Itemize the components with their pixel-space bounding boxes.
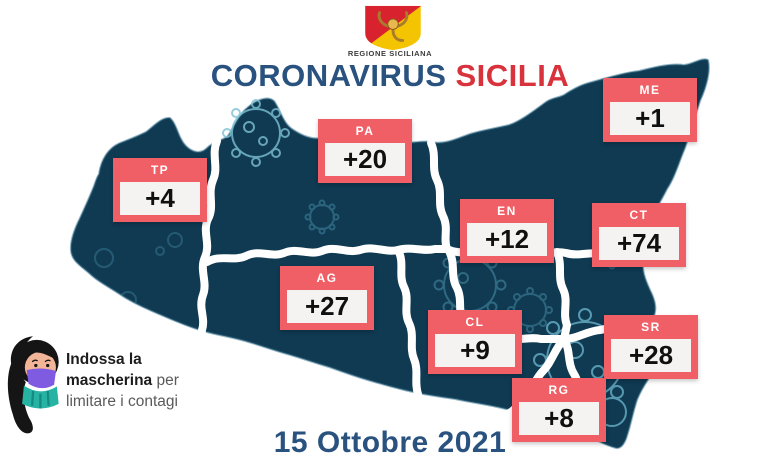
masked-person-illustration (7, 336, 59, 434)
province-value: +74 (599, 227, 679, 260)
province-code: PA (355, 124, 375, 138)
province-label-ag: AG +27 (280, 266, 374, 330)
province-label-rg: RG +8 (512, 378, 606, 442)
province-code: AG (316, 271, 338, 285)
regione-siciliana-crest (365, 5, 421, 51)
province-value: +9 (435, 334, 515, 367)
province-code: EN (497, 204, 517, 218)
province-value: +20 (325, 143, 405, 176)
province-code: SR (641, 320, 661, 334)
date-label: 15 Ottobre 2021 (273, 426, 507, 459)
province-code: CL (465, 315, 485, 329)
trinacria-icon (377, 11, 409, 42)
province-value: +28 (611, 339, 691, 372)
province-label-sr: SR +28 (604, 315, 698, 379)
province-code: RG (548, 383, 570, 397)
province-label-ct: CT +74 (592, 203, 686, 267)
virus-icon (304, 199, 340, 235)
province-code: TP (150, 163, 170, 177)
province-value: +4 (120, 182, 200, 215)
province-label-en: EN +12 (460, 199, 554, 263)
title-coronavirus: CORONAVIRUS (210, 58, 447, 93)
note-line3: limitare i contagi (66, 393, 178, 410)
province-label-tp: TP +4 (113, 158, 207, 222)
province-code: CT (629, 208, 649, 222)
virus-icon (222, 99, 290, 167)
province-value: +1 (610, 102, 690, 135)
province-label-me: ME +1 (603, 78, 697, 142)
province-value: +8 (519, 402, 599, 435)
page-title: CORONAVIRUS SICILIA (0, 58, 780, 94)
note-line1: Indossa la (66, 351, 142, 368)
province-label-pa: PA +20 (318, 119, 412, 183)
province-label-cl: CL +9 (428, 310, 522, 374)
note-line2-bold: mascherina (66, 372, 153, 389)
title-sicilia: SICILIA (455, 58, 570, 93)
province-value: +12 (467, 223, 547, 256)
province-value: +27 (287, 290, 367, 323)
note-line2-regular: per (152, 372, 179, 389)
face-mask-icon (26, 368, 56, 389)
logo-caption: REGIONE SICILIANA (347, 49, 433, 58)
province-code: ME (639, 83, 661, 97)
mask-note: Indossa la mascherina per limitare i con… (66, 349, 216, 412)
